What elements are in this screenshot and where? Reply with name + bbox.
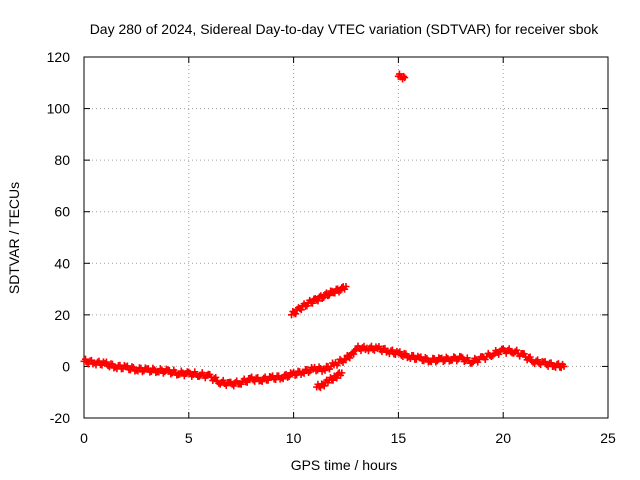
data-point bbox=[102, 358, 110, 366]
series-outlier-cluster bbox=[394, 70, 409, 83]
data-point bbox=[149, 364, 157, 372]
data-point bbox=[505, 345, 513, 353]
data-point bbox=[450, 353, 458, 361]
data-point bbox=[212, 373, 220, 381]
series-lower-segment bbox=[313, 369, 346, 392]
x-tick-label: 10 bbox=[286, 430, 302, 446]
data-point bbox=[138, 368, 146, 376]
data-point bbox=[297, 306, 305, 314]
data-point bbox=[520, 350, 528, 358]
data-point bbox=[308, 299, 316, 307]
y-tick-label: 0 bbox=[62, 358, 70, 374]
x-tick-label: 0 bbox=[80, 430, 88, 446]
data-point bbox=[292, 310, 300, 318]
data-point bbox=[314, 297, 322, 305]
y-tick-label: 20 bbox=[54, 307, 70, 323]
data-point bbox=[167, 370, 175, 378]
y-tick-label: 40 bbox=[54, 255, 70, 271]
data-point bbox=[346, 354, 354, 362]
data-point bbox=[442, 353, 450, 361]
data-point bbox=[495, 350, 503, 358]
data-point bbox=[471, 354, 479, 362]
data-point bbox=[375, 342, 383, 350]
data-point bbox=[534, 356, 542, 364]
x-axis-title: GPS time / hours bbox=[291, 457, 398, 473]
data-point bbox=[185, 368, 193, 376]
data-point bbox=[401, 74, 409, 82]
data-points bbox=[80, 70, 568, 392]
data-point bbox=[331, 289, 339, 297]
y-tick-label: 120 bbox=[47, 49, 71, 65]
data-point bbox=[338, 369, 346, 377]
grid-lines bbox=[84, 57, 608, 418]
data-point bbox=[460, 358, 468, 366]
data-point bbox=[258, 378, 266, 386]
data-point bbox=[156, 365, 164, 373]
data-point bbox=[312, 367, 320, 375]
data-point bbox=[526, 353, 534, 361]
y-tick-label: -20 bbox=[50, 410, 70, 426]
data-point bbox=[457, 353, 465, 361]
plot-frame bbox=[83, 56, 609, 419]
data-point bbox=[219, 376, 227, 384]
data-point bbox=[421, 354, 429, 362]
data-point bbox=[128, 363, 136, 371]
data-point bbox=[284, 373, 292, 381]
series-upper-segment bbox=[288, 282, 350, 319]
data-point bbox=[400, 72, 408, 80]
chart-title: Day 280 of 2024, Sidereal Day-to-day VTE… bbox=[90, 21, 600, 37]
y-tick-label: 100 bbox=[47, 101, 71, 117]
data-point bbox=[396, 348, 404, 356]
x-tick-label: 20 bbox=[495, 430, 511, 446]
y-axis-title: SDTVAR / TECUs bbox=[6, 182, 22, 294]
data-point bbox=[350, 350, 358, 358]
axis-ticks: 0 5 10 15 20 25 -20 0 20 40 60 80 100 120 bbox=[47, 49, 616, 446]
data-point bbox=[321, 366, 329, 374]
data-point bbox=[351, 346, 359, 354]
x-tick-label: 25 bbox=[600, 430, 616, 446]
data-point bbox=[560, 362, 568, 370]
data-point bbox=[439, 357, 447, 365]
x-tick-label: 15 bbox=[391, 430, 407, 446]
data-point bbox=[195, 372, 203, 380]
data-point bbox=[342, 282, 350, 290]
y-tick-label: 80 bbox=[54, 152, 70, 168]
series-main-trace bbox=[80, 342, 568, 390]
data-point bbox=[243, 378, 251, 386]
data-point bbox=[333, 374, 341, 382]
data-point bbox=[320, 382, 328, 390]
data-point bbox=[230, 382, 238, 390]
x-tick-label: 5 bbox=[185, 430, 193, 446]
data-point bbox=[325, 291, 333, 299]
data-point bbox=[279, 375, 287, 383]
y-tick-label: 60 bbox=[54, 204, 70, 220]
data-point bbox=[513, 346, 521, 354]
data-point bbox=[432, 358, 440, 366]
data-point bbox=[468, 359, 476, 367]
data-point bbox=[318, 295, 326, 303]
data-point bbox=[388, 346, 396, 354]
data-point bbox=[541, 358, 549, 366]
